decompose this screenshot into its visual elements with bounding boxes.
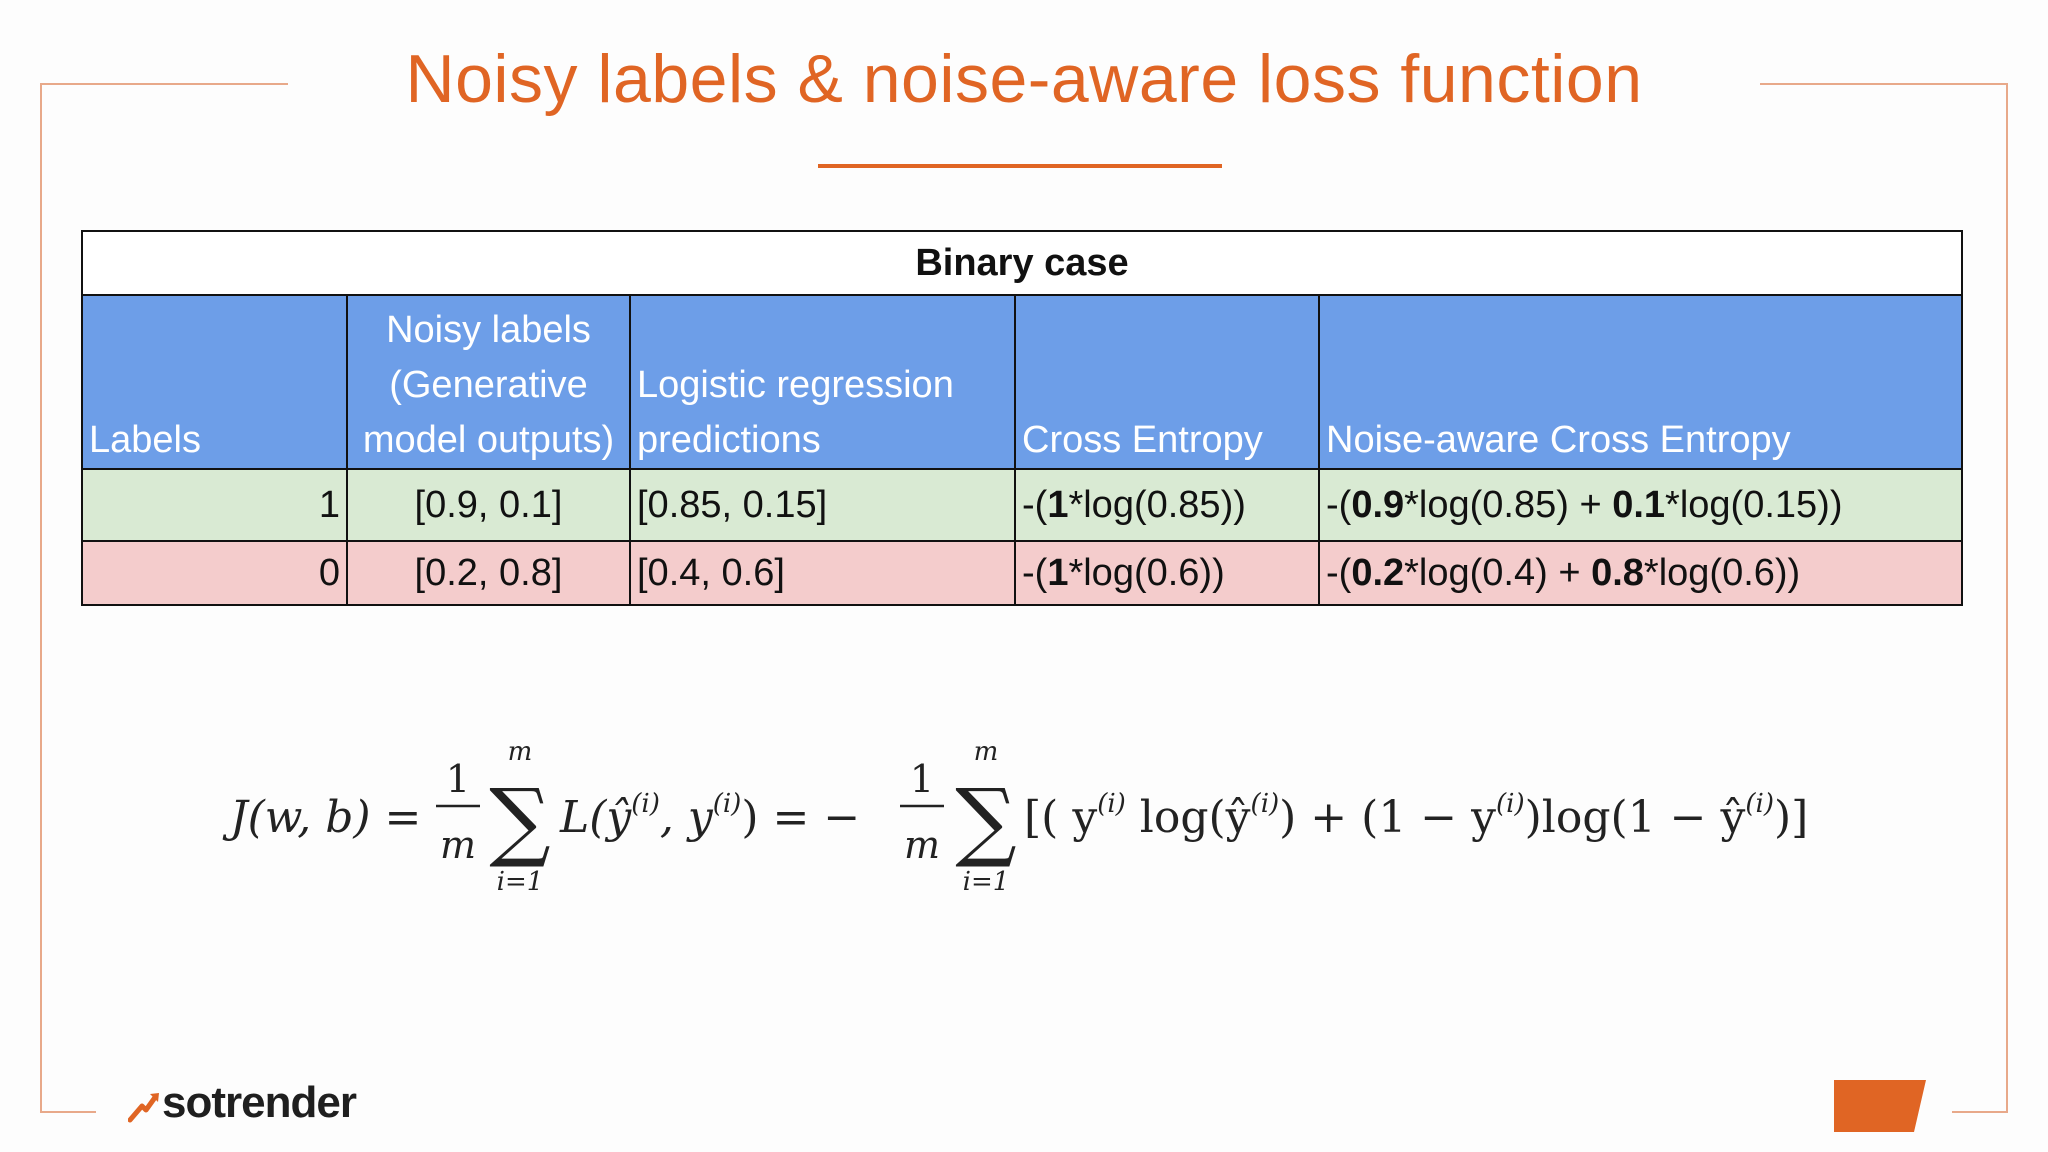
loss-formula: J(w, b) = 1 m m ∑ i=1 L(ŷ(i), y(i)) = − … — [222, 737, 1862, 910]
table-caption: Binary case — [80, 230, 1964, 296]
frac1-num: 1 — [446, 757, 470, 801]
header-labels: Labels — [81, 294, 348, 470]
frame-bottom-left — [40, 1111, 96, 1113]
cell-noisy-label: [0.9, 0.1] — [346, 468, 631, 542]
sum1-sigma: ∑ — [489, 771, 550, 871]
slide-title: Noisy labels & noise-aware loss function — [405, 41, 1643, 117]
frac2-num: 1 — [910, 757, 934, 801]
sum2-top: m — [974, 737, 999, 767]
sum2-bottom: i=1 — [963, 867, 1010, 897]
cell-label: 1 — [81, 468, 348, 542]
cell-cross-entropy: -(1*log(0.6)) — [1014, 540, 1320, 606]
sum2-sigma: ∑ — [955, 771, 1016, 871]
corner-accent-shape — [1834, 1080, 1926, 1132]
cell-label: 0 — [81, 540, 348, 606]
cell-prediction: [0.4, 0.6] — [629, 540, 1016, 606]
cell-noisy-label: [0.2, 0.8] — [346, 540, 631, 606]
frac1-den: m — [440, 823, 476, 867]
formula-lhs: J(w, b) = — [222, 792, 421, 843]
header-cross-entropy: Cross Entropy — [1014, 294, 1320, 470]
cell-prediction: [0.85, 0.15] — [629, 468, 1016, 542]
frac2-den: m — [904, 823, 940, 867]
table-row: 0 [0.2, 0.8] [0.4, 0.6] -(1*log(0.6)) -(… — [81, 540, 1964, 606]
cell-noise-aware-ce: -(0.2*log(0.4) + 0.8*log(0.6)) — [1317, 540, 1964, 606]
loss-term: L(ŷ(i), y(i)) = − — [559, 789, 860, 843]
frame-top-left — [40, 83, 288, 85]
logo-arrow-icon — [128, 1093, 159, 1123]
formula-svg: J(w, b) = 1 m m ∑ i=1 L(ŷ(i), y(i)) = − … — [222, 737, 1808, 897]
binary-case-table: Binary case Labels Noisy labels (Generati… — [80, 230, 1964, 606]
sum1-bottom: i=1 — [497, 867, 544, 897]
sum1-top: m — [508, 737, 533, 767]
frame-top-right — [1760, 83, 2008, 85]
table-row: 1 [0.9, 0.1] [0.85, 0.15] -(1*log(0.85))… — [81, 468, 1964, 542]
title-underline — [818, 164, 1222, 168]
header-noisy-labels: Noisy labels (Generative model outputs) — [346, 294, 631, 470]
header-noise-aware-cross-entropy: Noise-aware Cross Entropy — [1317, 294, 1964, 470]
header-logistic-predictions: Logistic regression predictions — [629, 294, 1016, 470]
logo-text: sotrender — [162, 1078, 357, 1127]
frame-left — [40, 83, 42, 1111]
cell-cross-entropy: -(1*log(0.85)) — [1014, 468, 1320, 542]
bracket-term: [( y(i) log(ŷ(i)) + (1 − y(i))log(1 − ŷ(… — [1024, 789, 1808, 843]
cell-noise-aware-ce: -(0.9*log(0.85) + 0.1*log(0.15)) — [1317, 468, 1964, 542]
frame-right — [2006, 83, 2008, 1111]
frame-bottom-right — [1952, 1111, 2008, 1113]
